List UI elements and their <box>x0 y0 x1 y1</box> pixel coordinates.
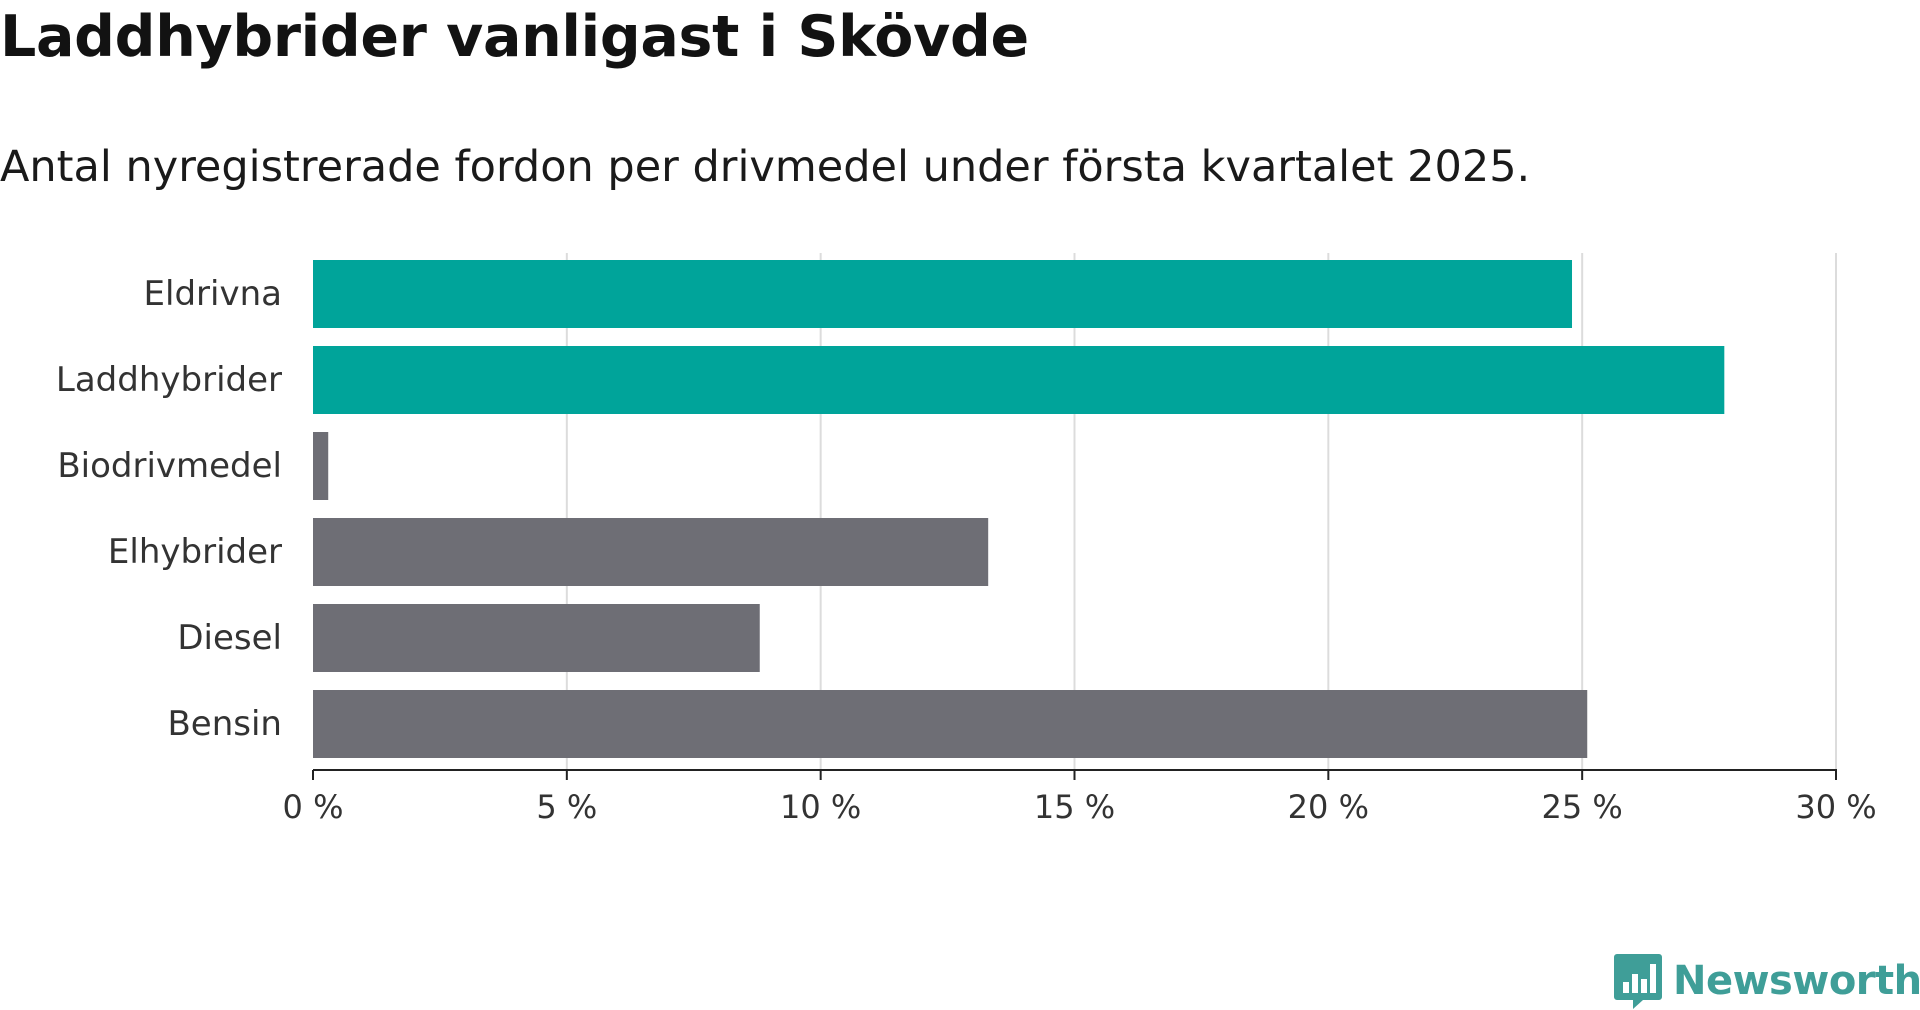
bar-chart-speech-bubble-icon <box>1614 954 1662 1009</box>
x-tick-label-0: 0 % <box>283 788 344 826</box>
x-tick-label-4: 20 % <box>1288 788 1369 826</box>
bar-4 <box>313 604 760 672</box>
x-axis: 0 % 5 % 10 % 15 % 20 % 25 % 30 % <box>283 769 1877 826</box>
x-tick-label-5: 25 % <box>1542 788 1623 826</box>
chart-title: Laddhybrider vanligast i Skövde <box>0 4 1029 70</box>
x-tick-label-1: 5 % <box>536 788 597 826</box>
bar-chart: Eldrivna Laddhybrider Biodrivmedel Elhybrid… <box>56 253 1877 826</box>
bar-1 <box>313 346 1725 414</box>
category-label-4: Diesel <box>177 618 282 658</box>
brand-name: Newsworthy <box>1673 958 1920 1004</box>
category-label-0: Eldrivna <box>144 274 282 314</box>
bars <box>313 260 1725 758</box>
chart-subtitle: Antal nyregistrerade fordon per drivmede… <box>0 142 1531 192</box>
brand-logo: Newsworthy <box>1613 952 1920 1010</box>
category-label-3: Elhybrider <box>108 532 282 572</box>
category-label-2: Biodrivmedel <box>57 446 282 486</box>
x-tick-label-3: 15 % <box>1034 788 1115 826</box>
bar-3 <box>313 518 989 586</box>
x-tick-label-6: 30 % <box>1795 788 1876 826</box>
category-label-1: Laddhybrider <box>56 360 282 400</box>
category-labels: Eldrivna Laddhybrider Biodrivmedel Elhybrid… <box>56 274 282 744</box>
x-tick-label-2: 10 % <box>780 788 861 826</box>
category-label-5: Bensin <box>167 704 282 744</box>
bar-0 <box>313 260 1573 328</box>
bar-2 <box>313 432 329 500</box>
grid-lines <box>565 253 1837 770</box>
bar-5 <box>313 690 1588 758</box>
